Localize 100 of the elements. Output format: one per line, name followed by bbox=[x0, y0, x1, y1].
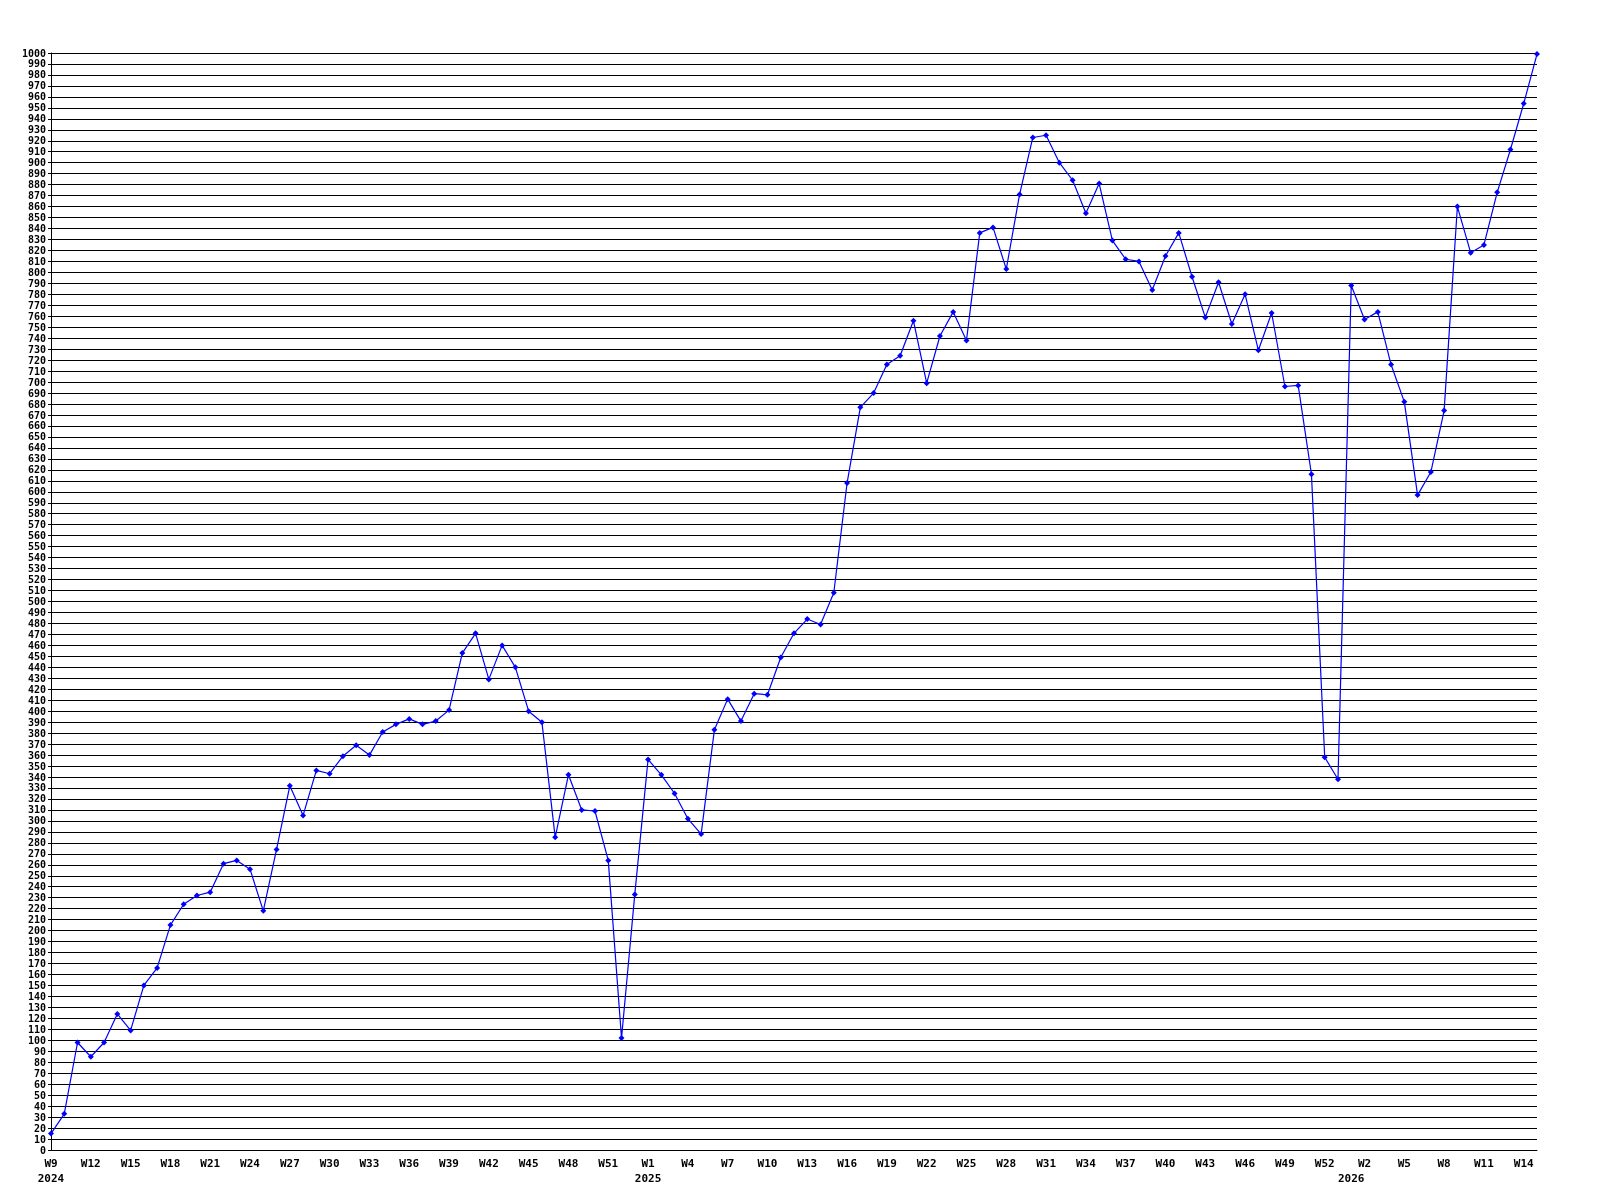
y-tick-label: 990 bbox=[27, 58, 46, 70]
x-tick-label: W33 bbox=[359, 1157, 380, 1170]
y-tick-label: 730 bbox=[27, 343, 46, 355]
y-tick-label: 240 bbox=[27, 881, 46, 893]
y-tick-label: 210 bbox=[27, 914, 46, 926]
y-tick-label: 110 bbox=[27, 1023, 46, 1035]
y-tick-label: 490 bbox=[27, 606, 46, 618]
y-tick-label: 470 bbox=[27, 628, 46, 640]
x-tick-label: W2 bbox=[1357, 1157, 1372, 1170]
x-tick-label: W22 bbox=[916, 1157, 937, 1170]
y-tick-label: 40 bbox=[33, 1100, 46, 1112]
y-tick-label: 130 bbox=[27, 1001, 46, 1013]
y-tick-label: 310 bbox=[27, 804, 46, 816]
x-tick-label: W45 bbox=[518, 1157, 539, 1170]
y-tick-label: 520 bbox=[27, 574, 46, 586]
y-tick-label: 80 bbox=[33, 1056, 46, 1068]
y-tick-label: 10 bbox=[33, 1133, 46, 1145]
y-tick-label: 140 bbox=[27, 990, 46, 1002]
y-tick-label: 480 bbox=[27, 617, 46, 629]
x-tick-label: W36 bbox=[399, 1157, 420, 1170]
y-tick-label: 690 bbox=[27, 387, 46, 399]
y-tick-label: 790 bbox=[27, 277, 46, 289]
y-tick-label: 890 bbox=[27, 168, 46, 180]
x-tick-label: W16 bbox=[837, 1157, 858, 1170]
y-tick-label: 980 bbox=[27, 69, 46, 81]
x-tick-label: W13 bbox=[797, 1157, 818, 1170]
x-tick-label: W15 bbox=[120, 1157, 141, 1170]
y-tick-label: 760 bbox=[27, 310, 46, 322]
y-tick-label: 200 bbox=[27, 925, 46, 937]
x-tick-label: W42 bbox=[478, 1157, 499, 1170]
x-tick-label: W19 bbox=[876, 1157, 897, 1170]
y-tick-label: 710 bbox=[27, 365, 46, 377]
y-tick-label: 740 bbox=[27, 332, 46, 344]
y-tick-label: 570 bbox=[27, 519, 46, 531]
y-tick-label: 950 bbox=[27, 102, 46, 114]
y-tick-label: 290 bbox=[27, 826, 46, 838]
y-tick-label: 320 bbox=[27, 793, 46, 805]
y-tick-label: 800 bbox=[27, 266, 46, 278]
x-tick-label: W10 bbox=[757, 1157, 778, 1170]
y-tick-label: 380 bbox=[27, 727, 46, 739]
x-tick-label: W18 bbox=[160, 1157, 181, 1170]
y-tick-label: 430 bbox=[27, 672, 46, 684]
y-tick-label: 830 bbox=[27, 233, 46, 245]
x-tick-label: W9 2024 bbox=[37, 1157, 65, 1185]
x-tick-label: W12 bbox=[80, 1157, 101, 1170]
y-tick-label: 460 bbox=[27, 639, 46, 651]
y-tick-label: 680 bbox=[27, 398, 46, 410]
y-tick-label: 530 bbox=[27, 563, 46, 575]
x-tick-label: W4 bbox=[681, 1157, 695, 1170]
y-tick-label: 0 bbox=[39, 1144, 46, 1156]
y-tick-label: 90 bbox=[33, 1045, 46, 1057]
x-tick-label: W5 bbox=[1397, 1157, 1411, 1170]
x-tick-label: W1 2025 bbox=[634, 1157, 662, 1185]
y-tick-label: 860 bbox=[27, 201, 46, 213]
y-tick-label: 770 bbox=[27, 299, 46, 311]
y-tick-label: 360 bbox=[27, 749, 46, 761]
x-tick-label: W21 bbox=[200, 1157, 221, 1170]
x-tick-label: W30 bbox=[319, 1157, 340, 1170]
y-tick-label: 1000 bbox=[21, 47, 46, 59]
y-tick-label: 780 bbox=[27, 288, 46, 300]
y-tick-label: 590 bbox=[27, 497, 46, 509]
y-tick-label: 330 bbox=[27, 782, 46, 794]
y-tick-label: 650 bbox=[27, 431, 46, 443]
y-tick-label: 900 bbox=[27, 157, 46, 169]
y-tick-label: 400 bbox=[27, 705, 46, 717]
y-tick-label: 180 bbox=[27, 947, 46, 959]
y-tick-label: 420 bbox=[27, 683, 46, 695]
x-tick-label: W31 bbox=[1036, 1157, 1057, 1170]
y-tick-label: 450 bbox=[27, 650, 46, 662]
y-tick-label: 630 bbox=[27, 453, 46, 465]
x-tick-label: W24 bbox=[240, 1157, 261, 1170]
y-tick-label: 440 bbox=[27, 661, 46, 673]
y-tick-label: 930 bbox=[27, 124, 46, 136]
y-tick-label: 940 bbox=[27, 113, 46, 125]
y-tick-label: 700 bbox=[27, 376, 46, 388]
y-tick-label: 60 bbox=[33, 1078, 46, 1090]
y-tick-label: 560 bbox=[27, 530, 46, 542]
y-tick-label: 920 bbox=[27, 135, 46, 147]
y-tick-label: 50 bbox=[33, 1089, 46, 1101]
y-tick-label: 250 bbox=[27, 870, 46, 882]
x-tick-label: W11 bbox=[1473, 1157, 1495, 1170]
x-tick-label: W37 bbox=[1115, 1157, 1136, 1170]
y-tick-label: 260 bbox=[27, 859, 46, 871]
y-tick-label: 660 bbox=[27, 420, 46, 432]
y-tick-label: 600 bbox=[27, 486, 46, 498]
y-tick-label: 220 bbox=[27, 903, 46, 915]
y-tick-label: 820 bbox=[27, 244, 46, 256]
y-tick-label: 880 bbox=[27, 179, 46, 191]
y-tick-label: 280 bbox=[27, 837, 46, 849]
y-tick-label: 750 bbox=[27, 321, 46, 333]
x-tick-label: W7 bbox=[721, 1157, 735, 1170]
y-tick-label: 230 bbox=[27, 892, 46, 904]
x-tick-label: W49 bbox=[1274, 1157, 1295, 1170]
y-tick-label: 150 bbox=[27, 979, 46, 991]
y-tick-label: 850 bbox=[27, 212, 46, 224]
x-tick-label: W25 bbox=[956, 1157, 977, 1170]
y-tick-label: 30 bbox=[33, 1111, 46, 1123]
y-tick-label: 910 bbox=[27, 146, 46, 158]
y-tick-label: 270 bbox=[27, 848, 46, 860]
y-tick-label: 540 bbox=[27, 552, 46, 564]
